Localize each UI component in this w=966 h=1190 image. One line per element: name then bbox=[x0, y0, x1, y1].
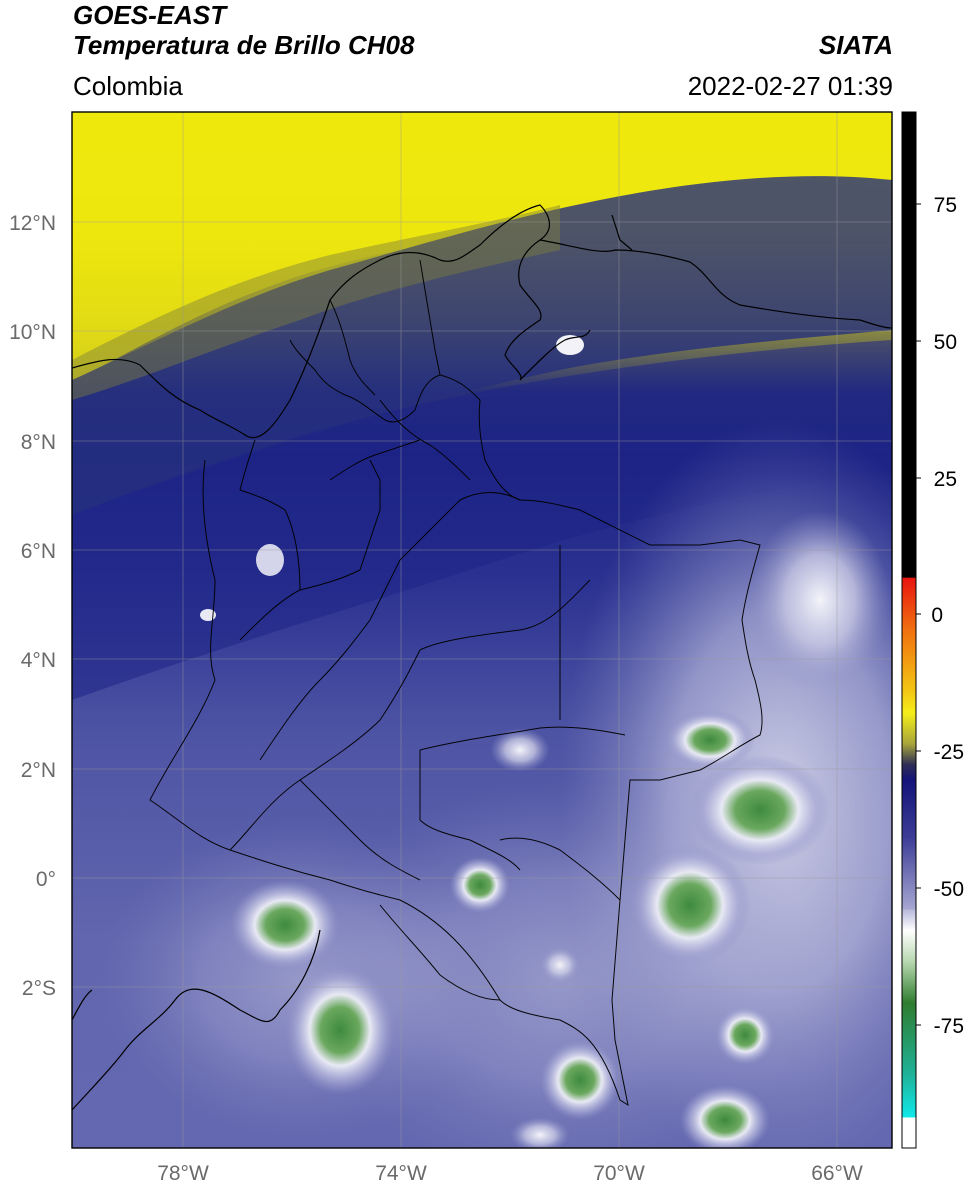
colorbar-label: -50 bbox=[934, 878, 964, 901]
colorbar-label: 75 bbox=[934, 194, 957, 217]
lat-label: 4°N bbox=[21, 649, 56, 672]
colorbar-label: 50 bbox=[934, 331, 957, 354]
colorbar-label: -75 bbox=[934, 1015, 964, 1038]
department-borders-icon bbox=[149, 259, 763, 1107]
coastline-icon bbox=[72, 204, 892, 1111]
datetime-label: 2022-02-27 01:39 bbox=[687, 71, 893, 101]
lat-label: 2°N bbox=[21, 759, 56, 782]
lat-label: 6°N bbox=[21, 540, 56, 563]
brightness-temperature-field bbox=[72, 112, 892, 1148]
lon-label: 78°W bbox=[157, 1162, 209, 1185]
lat-label: 2°S bbox=[22, 977, 56, 1000]
colorbar-label: 25 bbox=[934, 468, 957, 491]
lat-label: 0° bbox=[36, 868, 56, 891]
lon-label: 70°W bbox=[593, 1162, 645, 1185]
product-title: Temperatura de Brillo CH08 bbox=[73, 30, 415, 60]
colorbar-scale bbox=[901, 111, 917, 1149]
lon-label: 74°W bbox=[375, 1162, 427, 1185]
lat-label: 8°N bbox=[21, 431, 56, 454]
colorbar-label: 0 bbox=[931, 604, 943, 627]
lat-label: 12°N bbox=[9, 212, 56, 235]
brand-label: SIATA bbox=[818, 30, 893, 60]
lon-label: 66°W bbox=[811, 1162, 863, 1185]
colorbar-label: -25 bbox=[934, 741, 964, 764]
lat-label: 10°N bbox=[9, 321, 56, 344]
map-frame bbox=[71, 111, 893, 1149]
longitude-labels: 78°W 74°W 70°W 66°W bbox=[157, 1162, 863, 1185]
satellite-title: GOES-EAST bbox=[73, 0, 227, 30]
title-block: GOES-EAST Temperatura de Brillo CH08 bbox=[73, 0, 414, 60]
latitude-labels: 12°N 10°N 8°N 6°N 4°N 2°N 0° 2°S bbox=[9, 212, 56, 1000]
region-label: Colombia bbox=[73, 71, 183, 101]
graticule-icon bbox=[72, 112, 892, 1148]
colorbar: 75 50 25 0 -25 -50 -75 bbox=[901, 111, 964, 1149]
